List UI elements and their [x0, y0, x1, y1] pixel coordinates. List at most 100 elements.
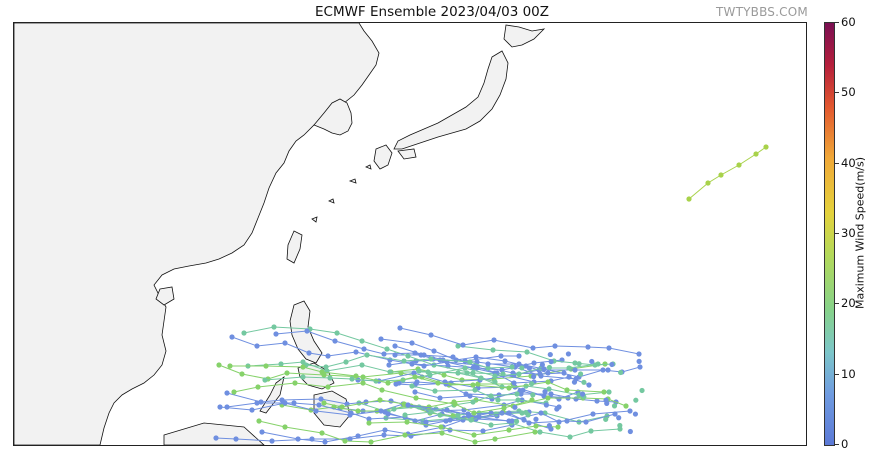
colorbar-tick [835, 303, 839, 305]
watermark: TWTYBBS.COM [716, 5, 808, 19]
track-point [416, 404, 422, 410]
asia-mainland [14, 23, 380, 445]
track-point [470, 399, 476, 405]
track-point [501, 405, 507, 411]
track-point [516, 371, 522, 377]
ryukyu-island [311, 216, 318, 223]
track-point [318, 396, 324, 402]
map-panel [13, 22, 807, 446]
track-point [413, 395, 419, 401]
track-point [502, 358, 508, 364]
colorbar-tick [835, 233, 839, 234]
colorbar-tick-label: 10 [841, 366, 856, 381]
track-line [407, 404, 616, 424]
track-point [577, 371, 584, 377]
track-point [432, 388, 438, 394]
track-point [321, 400, 327, 406]
track-point [705, 180, 711, 186]
track-point [636, 358, 642, 364]
track-point [567, 434, 573, 440]
track-point [485, 361, 491, 367]
track-point [366, 420, 372, 426]
colorbar-title: Maximum Wind Speed(m/s) [853, 156, 867, 310]
track-point [539, 362, 545, 368]
colorbar [824, 22, 835, 446]
track-point [227, 363, 233, 369]
track-point [565, 351, 572, 357]
track-point [438, 424, 444, 430]
track-point [455, 370, 461, 376]
track-point [386, 362, 392, 368]
track-point [231, 389, 237, 395]
track-line [243, 326, 504, 375]
track-point [526, 365, 533, 371]
colorbar-tick [835, 373, 839, 375]
track-point [343, 359, 349, 365]
track-point [542, 388, 548, 395]
track-point [506, 410, 512, 416]
track-point [259, 429, 265, 435]
track-point [556, 396, 562, 402]
track-point [427, 372, 433, 378]
track-point [571, 379, 578, 385]
track-point [402, 412, 408, 418]
track-point [316, 402, 322, 408]
track-point [462, 365, 468, 371]
track-point [360, 380, 366, 386]
track-point [530, 392, 536, 398]
track-point [381, 432, 387, 438]
track-point [416, 368, 422, 374]
japan-honshu [393, 50, 509, 150]
track-point [348, 410, 354, 416]
track-point [239, 371, 245, 377]
track-point [233, 436, 239, 442]
track-point [374, 408, 380, 414]
track-point [387, 369, 393, 375]
track-point [516, 361, 522, 367]
track-point [513, 418, 520, 425]
track-point [547, 351, 553, 358]
track-point [327, 375, 333, 381]
track-point [589, 358, 595, 365]
track-point [554, 406, 560, 412]
track-point [632, 411, 639, 417]
track-point [512, 404, 518, 410]
colorbar-tick [835, 92, 839, 94]
track-line [404, 393, 518, 416]
track-point [254, 400, 260, 406]
track-point [452, 401, 458, 407]
track-point [398, 370, 404, 376]
track-point [581, 379, 587, 385]
track-point [411, 370, 417, 376]
track-point [511, 372, 517, 378]
track-point [402, 432, 408, 438]
track-line [411, 385, 547, 404]
track-point [509, 418, 515, 424]
track-point [300, 364, 306, 370]
track-point [538, 410, 544, 416]
track-point [241, 330, 247, 336]
track-line [258, 420, 536, 443]
track-point [609, 361, 615, 368]
track-point [572, 367, 578, 373]
track-point [368, 439, 374, 445]
track-point [401, 401, 407, 407]
track-point [472, 387, 478, 393]
track-point [590, 411, 596, 417]
track-point [344, 401, 350, 407]
ryukyu-island [365, 164, 372, 170]
track-point [463, 391, 469, 397]
track-point [499, 410, 505, 416]
track-point [763, 144, 769, 150]
track-point [478, 375, 484, 381]
chart-title: ECMWF Ensemble 2023/04/03 00Z [314, 4, 550, 20]
track-point [476, 414, 482, 420]
track-point [537, 429, 543, 435]
track-point [616, 415, 622, 421]
land-layer [14, 23, 546, 445]
track-point [583, 419, 589, 425]
track-point [455, 343, 461, 349]
track-point [444, 407, 450, 413]
track-point [364, 352, 370, 358]
track-point [529, 381, 535, 387]
